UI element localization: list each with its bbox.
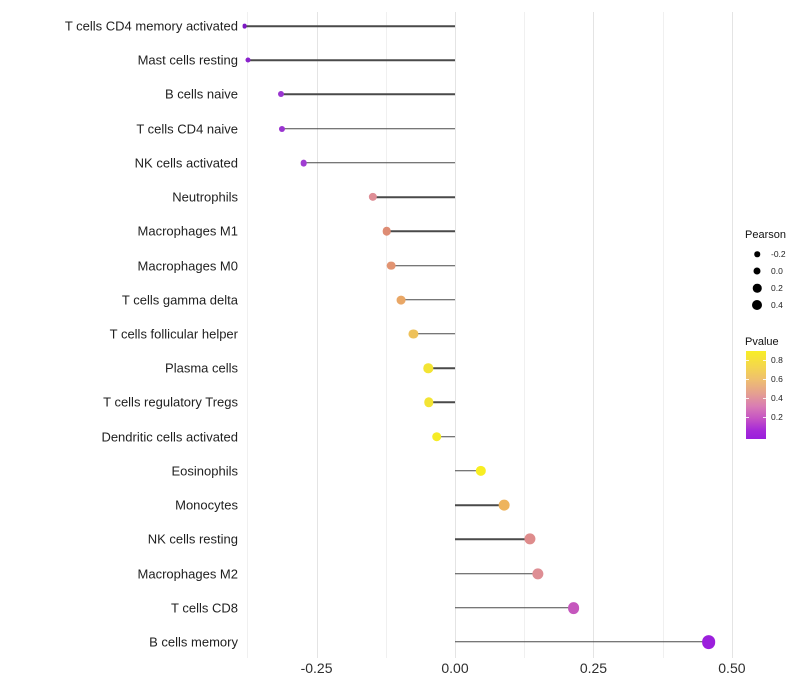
y-axis-label: NK cells resting: [147, 531, 238, 547]
lollipop-stem: [282, 127, 455, 130]
y-axis-label: Dendritic cells activated: [101, 429, 238, 445]
lollipop-dot: [245, 57, 251, 63]
lollipop-dot: [475, 465, 487, 477]
lollipop-dot: [498, 499, 510, 511]
lollipop-dot: [423, 363, 434, 373]
y-axis-label: Macrophages M0: [137, 258, 238, 274]
y-axis-label: Plasma cells: [165, 360, 238, 376]
lollipop-dot: [532, 567, 544, 580]
y-axis-label: T cells follicular helper: [109, 326, 238, 342]
lollipop-dot: [424, 397, 434, 408]
y-axis-label: Macrophages M2: [137, 566, 238, 582]
y-axis-label: T cells regulatory Tregs: [103, 394, 238, 410]
pvalue-legend-title: Pvalue: [745, 336, 779, 348]
pearson-legend-dot: [753, 267, 761, 275]
lollipop-stem: [455, 504, 505, 506]
pvalue-tick-label: 0.8: [771, 355, 783, 365]
lollipop-stem: [244, 25, 455, 27]
y-axis-label: Macrophages M1: [137, 223, 238, 239]
lollipop-dot: [567, 601, 580, 614]
pearson-legend-label: 0.2: [771, 283, 783, 293]
lollipop-stem: [248, 59, 455, 61]
major-gridline: [455, 12, 456, 658]
pvalue-tick-mark: [763, 360, 766, 361]
lollipop-stem: [303, 162, 455, 164]
pearson-legend-label: 0.4: [771, 300, 783, 310]
pvalue-tick-mark: [746, 360, 749, 361]
minor-gridline: [662, 12, 664, 658]
lollipop-dot: [431, 431, 442, 442]
lollipop-stem: [455, 538, 531, 541]
lollipop-stem: [455, 470, 482, 472]
pearson-legend-label: 0.0: [771, 266, 783, 276]
lollipop-stem: [455, 572, 539, 575]
pvalue-tick-label: 0.6: [771, 374, 783, 384]
lollipop-stem: [413, 333, 455, 335]
pvalue-tick-mark: [746, 417, 749, 418]
y-axis-label: T cells CD8: [171, 600, 238, 616]
minor-gridline: [385, 12, 387, 658]
lollipop-stem: [436, 435, 455, 438]
lollipop-dot: [524, 533, 536, 545]
lollipop-stem: [373, 196, 455, 198]
y-axis-label: T cells gamma delta: [121, 292, 238, 308]
pvalue-tick-mark: [763, 417, 766, 418]
pearson-legend-label: -0.2: [771, 249, 786, 259]
y-axis-label: T cells CD4 memory activated: [64, 18, 238, 34]
lollipop-stem: [400, 299, 455, 301]
pvalue-tick-mark: [763, 398, 766, 399]
lollipop-stem: [386, 230, 455, 233]
lollipop-stem: [391, 264, 455, 267]
lollipop-stem: [455, 641, 709, 643]
x-tick-label: 0.50: [718, 660, 746, 676]
pearson-legend-title: Pearson: [745, 229, 786, 241]
lollipop-dot: [300, 159, 308, 167]
lollipop-dot: [396, 295, 406, 305]
y-axis-label: Mast cells resting: [137, 52, 238, 68]
y-axis-label: T cells CD4 naive: [136, 121, 238, 137]
lollipop-stem: [280, 93, 455, 96]
lollipop-dot: [701, 635, 716, 649]
lollipop-stem: [428, 367, 455, 369]
y-axis-label: Eosinophils: [171, 463, 239, 479]
y-axis-label: Monocytes: [175, 497, 238, 513]
x-tick-label: 0.25: [579, 660, 608, 676]
pearson-legend-dot: [752, 300, 762, 310]
pvalue-colorbar: [746, 351, 766, 439]
pearson-legend-dot: [752, 283, 762, 293]
lollipop-dot: [382, 227, 392, 236]
y-axis-label: NK cells activated: [134, 155, 238, 171]
minor-gridline: [247, 12, 249, 658]
lollipop-dot: [242, 23, 247, 29]
y-axis-label: Neutrophils: [172, 189, 238, 205]
major-gridline: [593, 12, 595, 658]
lollipop-stem: [455, 606, 574, 609]
lollipop-dot: [386, 261, 396, 270]
x-tick-label: 0.00: [441, 660, 469, 676]
pvalue-tick-label: 0.2: [771, 412, 783, 422]
minor-gridline: [524, 12, 526, 658]
pvalue-tick-mark: [746, 379, 749, 380]
lollipop-dot: [408, 329, 419, 339]
lollipop-dot: [368, 192, 378, 202]
y-axis-label: B cells naive: [165, 86, 238, 102]
pvalue-tick-mark: [763, 379, 766, 380]
lollipop-dot: [279, 125, 286, 132]
pvalue-tick-mark: [746, 398, 749, 399]
x-tick-label: -0.25: [300, 660, 333, 676]
lollipop-dot: [277, 91, 284, 98]
pvalue-tick-label: 0.4: [771, 393, 783, 403]
y-axis-label: B cells memory: [149, 634, 238, 650]
major-gridline: [316, 12, 318, 658]
major-gridline: [731, 12, 733, 658]
pearson-legend-dot: [754, 251, 760, 257]
lollipop-stem: [428, 401, 455, 404]
